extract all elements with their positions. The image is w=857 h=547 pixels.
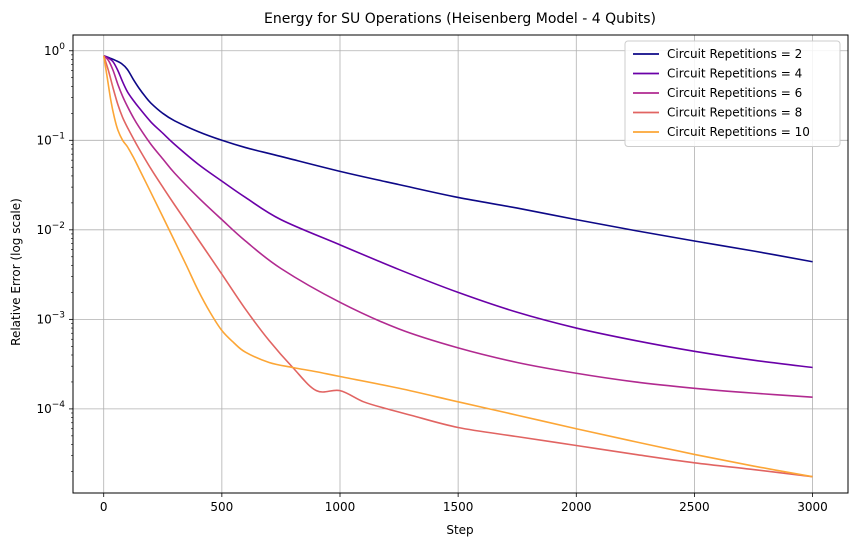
y-axis-label: Relative Error (log scale): [9, 198, 23, 346]
y-tick-label: 10−2: [36, 221, 65, 237]
series-line-2: [103, 55, 813, 369]
legend-box: [624, 40, 841, 147]
y-tick-label: 10−4: [36, 400, 65, 416]
y-tick-label: 10−1: [36, 131, 65, 147]
x-axis-ticks: 0 500 1000 1500 2000 2500 3000: [100, 493, 828, 514]
legend-label: Circuit Repetitions = 4: [667, 67, 802, 81]
series-lines: [102, 54, 813, 478]
plot-area: [102, 54, 813, 478]
series-line-5: [102, 55, 813, 478]
series-line-1: [103, 54, 813, 263]
x-tick-label: 0: [100, 500, 108, 514]
x-tick-label: 1500: [443, 500, 474, 514]
legend-label: Circuit Repetitions = 8: [667, 106, 802, 120]
legend-label: Circuit Repetitions = 2: [667, 47, 802, 61]
x-tick-label: 1000: [325, 500, 356, 514]
y-tick-label: 100: [44, 42, 65, 58]
x-axis-label: Step: [446, 523, 473, 537]
legend-label: Circuit Repetitions = 10: [667, 125, 810, 139]
x-tick-label: 2500: [679, 500, 710, 514]
x-tick-label: 3000: [797, 500, 828, 514]
y-tick-label: 10−3: [36, 310, 65, 326]
x-tick-label: 500: [210, 500, 233, 514]
series-line-3: [103, 55, 813, 399]
plot-frame: [72, 34, 849, 494]
series-line-4: [102, 55, 813, 478]
chart-title: Energy for SU Operations (Heisenberg Mod…: [264, 11, 656, 27]
legend: Circuit Repetitions = 2 Circuit Repetitio…: [624, 40, 841, 147]
y-axis-ticks: 10−4 10−3 10−2 10−1 100: [36, 42, 73, 472]
x-tick-label: 2000: [561, 500, 592, 514]
legend-label: Circuit Repetitions = 6: [667, 86, 802, 100]
